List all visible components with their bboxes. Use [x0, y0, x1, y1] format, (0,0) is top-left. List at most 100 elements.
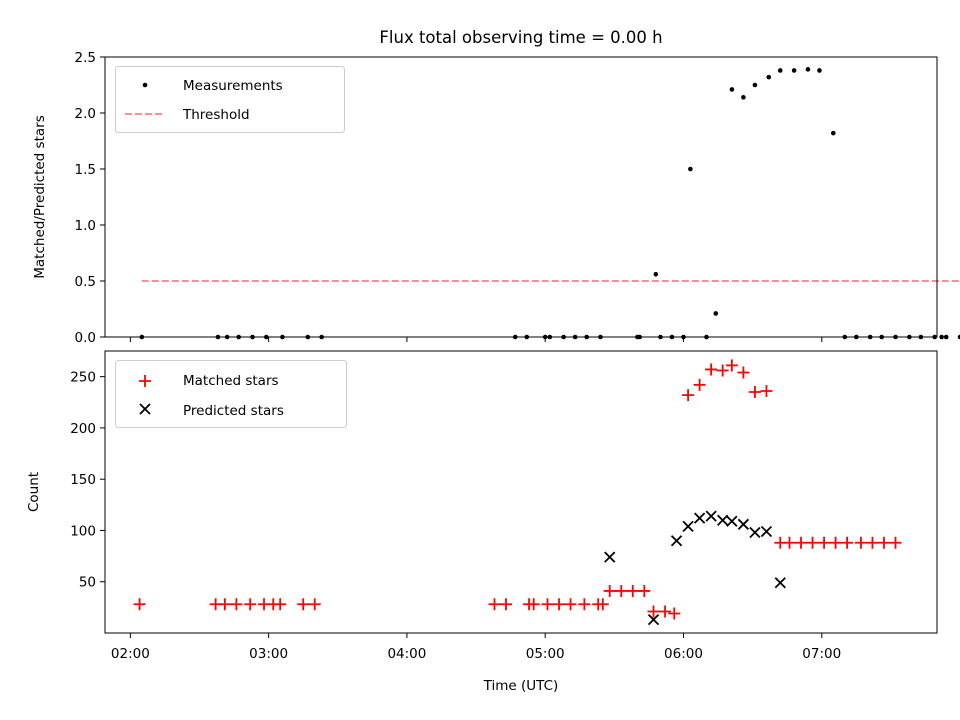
predicted-star-point: [647, 614, 660, 626]
matched-star-point: [760, 384, 773, 397]
measurement-point: [766, 74, 772, 80]
top-x-ticks: [129, 337, 823, 342]
measurement-point: [688, 166, 693, 172]
matched-star-point: [737, 366, 750, 379]
measurement-point: [752, 82, 758, 88]
predicted-star-point: [604, 551, 616, 563]
x-axis-label: Time (UTC): [483, 678, 559, 694]
top-y-tick-label: 0.0: [75, 330, 96, 346]
measurement-point: [830, 130, 836, 136]
top-y-tick-label: 2.0: [75, 106, 96, 122]
bottom-series-layer: [133, 359, 902, 626]
legend-matched-marker: [139, 375, 151, 387]
measurement-point: [777, 68, 783, 73]
matched-star-point: [818, 536, 831, 549]
legend-threshold-label: Threshold: [182, 107, 250, 123]
top-y-tick-label: 2.5: [75, 50, 96, 66]
predicted-star-point: [737, 518, 750, 530]
top-legend-box: [115, 66, 345, 133]
top-plot-frame: [104, 56, 938, 338]
bottom-legend-box: [115, 360, 347, 428]
bottom-legend: Matched stars Predicted stars: [115, 360, 347, 428]
matched-star-point: [308, 598, 321, 611]
legend-measurements-marker: [142, 82, 148, 88]
top-y-tick-label: 0.5: [75, 274, 96, 290]
top-y-tick-label: 1.0: [75, 218, 96, 234]
matched-star-point: [230, 598, 243, 611]
measurement-point: [791, 68, 797, 73]
matched-star-point: [725, 359, 738, 372]
matched-star-point: [244, 598, 257, 611]
x-tick-label: 06:00: [664, 646, 703, 662]
measurement-point: [713, 311, 719, 316]
matched-star-point: [488, 598, 501, 611]
predicted-star-point: [726, 515, 738, 527]
legend-measurements-label: Measurements: [183, 78, 283, 94]
measurement-point: [653, 271, 659, 277]
matched-star-point: [218, 598, 231, 611]
matched-star-point: [668, 607, 681, 620]
chart-title: Flux total observing time = 0.00 h: [379, 28, 662, 47]
bottom-y-tick-label: 150: [70, 472, 96, 488]
bottom-y-tick-label: 50: [79, 575, 96, 591]
bottom-y-ticks: 50 100 150 200 250: [70, 370, 105, 591]
matched-star-point: [795, 536, 808, 549]
bottom-y-tick-label: 250: [70, 370, 96, 386]
predicted-star-point: [749, 526, 761, 539]
predicted-star-point: [760, 525, 773, 538]
predicted-star-point: [717, 514, 729, 526]
matched-star-point: [829, 536, 842, 549]
matched-star-point: [854, 536, 867, 549]
matched-star-point: [553, 598, 566, 611]
matched-star-point: [783, 536, 796, 549]
bottom-y-tick-label: 200: [70, 421, 96, 437]
matched-star-point: [541, 598, 554, 611]
matched-star-point: [659, 605, 672, 618]
bottom-y-axis-label: Count: [26, 472, 42, 512]
matched-star-point: [693, 378, 706, 391]
matched-star-point: [682, 389, 695, 402]
matched-star-point: [716, 364, 729, 377]
matched-star-point: [603, 584, 616, 597]
matched-star-point: [615, 584, 628, 597]
legend-predicted-label: Predicted stars: [183, 403, 284, 419]
top-y-ticks: 0.0 0.5 1.0 1.5 2.0 2.5: [75, 50, 105, 346]
matched-star-point: [841, 536, 854, 549]
matched-star-point: [527, 598, 540, 611]
x-tick-label: 07:00: [802, 646, 841, 662]
measurement-point: [729, 87, 735, 92]
predicted-star-point: [693, 512, 706, 524]
measurement-point: [957, 334, 960, 340]
top-panel: 0.0 0.5 1.0 1.5 2.0 2.5 Matched/Predicted sta…: [32, 50, 960, 346]
measurement-point: [805, 67, 811, 72]
predicted-star-point: [670, 535, 683, 547]
predicted-star-point: [774, 577, 786, 589]
matched-star-point: [638, 584, 651, 597]
matched-star-point: [877, 536, 890, 549]
matched-star-point: [133, 598, 146, 611]
matched-star-point: [806, 536, 819, 549]
measurement-point: [817, 68, 822, 73]
matched-star-point: [866, 536, 879, 549]
measurement-point: [943, 334, 949, 340]
x-tick-label: 05:00: [526, 646, 565, 662]
measurement-point: [741, 95, 746, 100]
predicted-star-point: [705, 510, 717, 522]
matched-star-point: [578, 598, 591, 611]
top-y-tick-label: 1.5: [75, 162, 96, 178]
top-y-axis-label: Matched/Predicted stars: [32, 115, 48, 278]
x-tick-label: 04:00: [387, 646, 426, 662]
top-legend: Measurements Threshold: [115, 66, 345, 133]
matched-star-point: [274, 598, 287, 611]
matched-star-point: [647, 605, 660, 618]
measurement-point: [939, 334, 944, 340]
legend-predicted-marker: [139, 403, 151, 415]
matched-star-point: [748, 386, 761, 399]
legend-matched-label: Matched stars: [183, 373, 279, 389]
bottom-plot-frame: [104, 350, 938, 634]
matched-star-point: [626, 584, 639, 597]
bottom-panel: 02:00 03:00 04:00 05:00 06:00 07:00 50 100 150 2…: [26, 350, 938, 694]
x-tick-label: 03:00: [249, 646, 288, 662]
matched-star-point: [705, 363, 718, 376]
